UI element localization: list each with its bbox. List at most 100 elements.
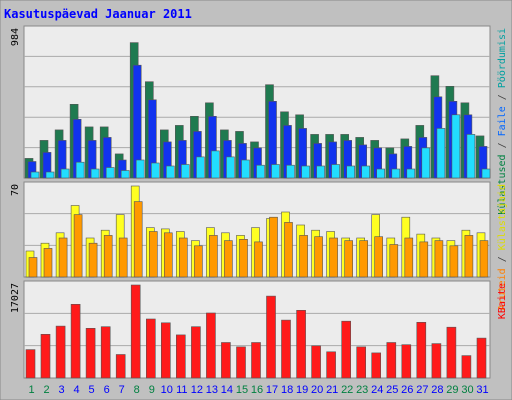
series-label-part: / [497,250,508,268]
bar-k-lastused-day-22 [346,165,356,179]
x-tick-label: 31 [476,384,488,396]
bar-k-lastused-day-17 [271,164,280,179]
x-tick-label: 23 [356,384,368,396]
series-label-part: / [497,136,508,154]
bar-k-lastused-day-2 [45,171,55,179]
x-tick-label: 26 [401,384,413,396]
bar-kbaite-day-2 [40,333,51,379]
bar-kbaite-day-7 [115,354,126,379]
bar-aruteid-day-6 [103,235,113,278]
bar-aruteid-day-18 [284,222,293,278]
bar-k-lastused-day-25 [391,168,401,179]
x-tick-label: 22 [341,384,353,396]
bar-aruteid-day-24 [374,236,384,278]
bar-kbaite-day-31 [476,337,487,379]
bar-k-lastused-day-15 [241,159,250,179]
x-tick-label: 19 [296,384,308,396]
bar-aruteid-day-13 [209,235,218,278]
bar-aruteid-day-17 [269,216,278,278]
bar-k-lastused-day-27 [421,147,431,179]
bar-aruteid-day-3 [58,237,68,278]
x-tick-label: 14 [221,384,233,396]
bar-aruteid-day-27 [419,241,429,278]
y-max-label: 17027 [10,283,21,313]
bar-k-lastused-day-24 [376,168,386,179]
bar-aruteid-day-21 [329,237,338,278]
bar-k-lastused-day-1 [30,171,40,179]
bar-aruteid-day-15 [239,239,248,278]
bar-k-lastused-day-16 [256,164,265,179]
x-tick-label: 8 [134,384,140,396]
bar-k-lastused-day-28 [436,128,446,179]
x-tick-label: 21 [326,384,338,396]
bar-kbaite-day-23 [356,346,367,379]
bar-k-lastused-day-29 [451,114,461,179]
x-tick-label: 17 [266,384,278,396]
bar-kbaite-day-21 [326,351,336,379]
y-max-label: 70 [10,184,21,196]
x-tick-label: 15 [236,384,248,396]
series-axis-label: Aruteid / Külastajaid [497,184,508,310]
bar-aruteid-day-8 [133,201,143,278]
x-tick-label: 24 [371,384,383,396]
x-tick-label: 1 [28,384,34,396]
x-tick-label: 4 [74,384,80,396]
bar-kbaite-day-16 [251,342,261,379]
bar-k-lastused-day-19 [301,165,310,179]
bar-kbaite-day-24 [371,352,382,379]
bar-aruteid-day-9 [149,231,158,278]
bar-aruteid-day-20 [314,236,323,278]
bar-k-lastused-day-7 [120,170,130,179]
bar-kbaite-day-25 [386,342,397,379]
x-tick-label: 20 [311,384,323,396]
x-tick-label: 29 [446,384,458,396]
series-axis-label: KBaite [497,283,508,319]
bar-aruteid-day-22 [344,240,354,278]
bar-aruteid-day-26 [404,237,414,278]
bar-aruteid-day-1 [28,257,38,278]
bar-aruteid-day-12 [194,245,203,278]
bar-k-lastused-day-8 [135,159,145,179]
bar-kbaite-day-18 [281,319,291,379]
bar-kbaite-day-17 [266,295,276,379]
bar-kbaite-day-27 [416,321,427,379]
chart-panels: 984 Külastused / Faile / Pöördumisi 70 Arut… [10,25,508,379]
bar-kbaite-day-19 [296,309,306,379]
x-tick-label: 13 [206,384,218,396]
bar-k-lastused-day-31 [481,168,491,179]
bar-aruteid-day-25 [389,244,399,278]
bar-kbaite-day-20 [311,345,321,379]
bar-kbaite-day-26 [401,344,412,379]
bar-aruteid-day-16 [254,241,263,278]
series-label-part: Aruteid [497,268,508,310]
bar-k-lastused-day-23 [361,165,371,179]
x-tick-label: 6 [104,384,110,396]
bar-aruteid-day-2 [43,248,53,278]
series-label-part: Külastused [497,154,508,214]
series-label-part: KBaite [497,283,508,319]
bar-aruteid-day-7 [118,237,128,278]
x-tick-label: 12 [191,384,203,396]
bar-kbaite-day-4 [70,303,81,379]
bar-kbaite-day-3 [55,325,66,379]
x-tick-label: 30 [461,384,473,396]
series-label-part: / [497,88,508,106]
bar-k-lastused-day-11 [181,164,190,179]
bar-k-lastused-day-20 [316,165,325,179]
series-label-part: Faile [497,106,508,136]
bar-kbaite-day-5 [85,327,96,379]
bar-k-lastused-day-12 [196,156,205,179]
bar-aruteid-day-14 [224,240,233,278]
bar-kbaite-day-8 [130,284,141,379]
bar-kbaite-day-10 [161,322,171,379]
series-label-part: Külastajaid [497,184,508,250]
bar-k-lastused-day-5 [90,168,100,179]
bar-kbaite-day-22 [341,320,352,379]
x-tick-label: 27 [416,384,428,396]
bar-aruteid-day-5 [88,242,98,278]
y-max-label: 984 [10,28,21,46]
x-tick-label: 7 [119,384,125,396]
bar-k-lastused-day-30 [466,134,476,179]
bar-k-lastused-day-10 [166,165,175,179]
